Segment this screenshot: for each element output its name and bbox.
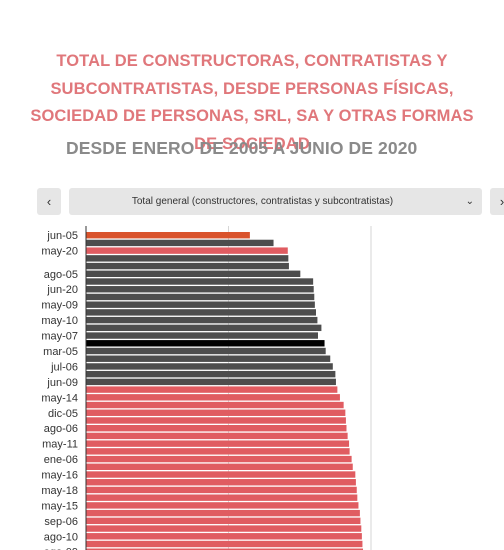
bar-11[interactable] — [86, 316, 318, 324]
bar-15[interactable] — [86, 347, 326, 355]
category-label: may-11 — [42, 439, 78, 451]
bar-20[interactable] — [86, 386, 338, 393]
bar-19[interactable] — [86, 378, 336, 386]
bar-29[interactable] — [86, 455, 352, 463]
chart-title: TOTAL DE CONSTRUCTORAS, CONTRATISTAS Y S… — [30, 52, 474, 153]
bar-5[interactable] — [86, 270, 301, 277]
bar-27[interactable] — [86, 440, 350, 447]
bar-24[interactable] — [86, 417, 346, 424]
bar-2[interactable] — [86, 247, 288, 254]
bar-39[interactable] — [86, 533, 362, 540]
bar-21[interactable] — [86, 394, 340, 401]
bar-28[interactable] — [86, 448, 350, 455]
category-label: may-14 — [41, 392, 78, 404]
bar-38[interactable] — [86, 525, 362, 532]
chevron-left-icon: ‹ — [46, 194, 52, 209]
bar-30[interactable] — [86, 463, 353, 470]
bar-8[interactable] — [86, 293, 315, 301]
bar-3[interactable] — [86, 255, 289, 262]
chevron-right-icon: › — [499, 194, 504, 209]
category-select-value: Total general (constructores, contratist… — [131, 196, 394, 207]
bar-13[interactable] — [86, 332, 318, 339]
bar-25[interactable] — [86, 425, 347, 432]
category-label: may-18 — [41, 485, 78, 497]
category-label: may-15 — [41, 500, 78, 512]
bar-4[interactable] — [86, 262, 289, 270]
bar-23[interactable] — [86, 409, 346, 416]
bar-6[interactable] — [86, 278, 314, 285]
category-label: dic-05 — [48, 408, 78, 420]
chart-subtitle: DESDE ENERO DE 2005 A JUNIO DE 2020 — [66, 138, 418, 158]
bar-12[interactable] — [86, 324, 322, 332]
previous-button[interactable]: ‹ — [37, 188, 61, 215]
bar-14[interactable] — [86, 340, 325, 347]
bar-37[interactable] — [86, 517, 361, 525]
category-label: sep-06 — [44, 516, 78, 528]
bar-0[interactable] — [86, 232, 250, 239]
bar-31[interactable] — [86, 471, 356, 478]
bar-32[interactable] — [86, 479, 356, 486]
bar-chart: jun-05 may-20 ago-05 jun-20 may-09 may-10 may-… — [41, 226, 372, 550]
bar-40[interactable] — [86, 540, 363, 548]
category-label: ago-06 — [44, 423, 78, 435]
category-label: jun-05 — [46, 230, 78, 242]
bar-35[interactable] — [86, 502, 359, 509]
category-label: ago-05 — [44, 269, 78, 281]
bar-41[interactable] — [86, 548, 364, 550]
bar-17[interactable] — [86, 363, 333, 370]
bar-7[interactable] — [86, 286, 314, 293]
category-label: may-10 — [41, 315, 78, 327]
category-label: may-09 — [41, 300, 78, 312]
category-label: mar-05 — [43, 346, 78, 358]
chevron-down-icon: ⌄ — [465, 196, 474, 207]
bar-22[interactable] — [86, 401, 344, 409]
bar-26[interactable] — [86, 432, 348, 440]
bar-34[interactable] — [86, 494, 358, 501]
next-button[interactable]: › — [490, 188, 504, 215]
bar-16[interactable] — [86, 355, 331, 362]
category-label: may-16 — [41, 470, 78, 482]
category-label: may-07 — [41, 331, 78, 343]
bar-18[interactable] — [86, 370, 336, 378]
bar-9[interactable] — [86, 301, 315, 308]
bar-10[interactable] — [86, 309, 316, 316]
category-label: jul-06 — [50, 361, 78, 373]
bar-36[interactable] — [86, 509, 360, 517]
bar-1[interactable] — [86, 239, 274, 247]
category-select[interactable]: Total general (constructores, contratist… — [69, 188, 482, 215]
category-label: may-20 — [41, 246, 78, 258]
category-label: jun-09 — [46, 377, 78, 389]
bar-33[interactable] — [86, 486, 357, 494]
category-label: jun-20 — [46, 284, 78, 296]
category-label: ago-09 — [44, 547, 78, 550]
category-label: ene-06 — [44, 454, 78, 466]
category-label: ago-10 — [44, 531, 78, 543]
